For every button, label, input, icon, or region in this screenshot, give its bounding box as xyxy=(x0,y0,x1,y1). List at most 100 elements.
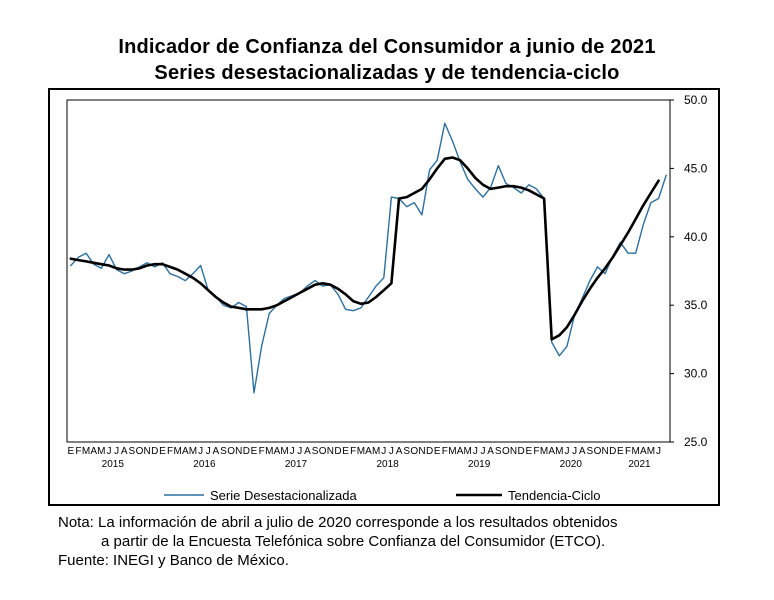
x-month-label: F xyxy=(442,446,448,457)
y-tick-label: 50.0 xyxy=(684,93,708,107)
source-line: Fuente: INEGI y Banco de México. xyxy=(58,552,289,569)
x-month-label: E xyxy=(525,446,532,457)
series-line-tendencia-ciclo xyxy=(69,156,660,341)
x-month-label: J xyxy=(656,446,661,457)
x-month-label: M xyxy=(189,446,197,457)
x-month-label: M xyxy=(631,446,639,457)
x-month-label: O xyxy=(319,446,327,457)
note-line-1: Nota: La información de abril a julio de… xyxy=(58,514,618,531)
x-month-label: O xyxy=(410,446,418,457)
x-year-label: 2021 xyxy=(628,459,651,470)
x-month-label: D xyxy=(334,446,341,457)
x-month-label: N xyxy=(235,446,242,457)
x-month-label: M xyxy=(174,446,182,457)
x-month-label: F xyxy=(167,446,173,457)
x-month-label: J xyxy=(290,446,295,457)
chart-title: Indicador de Confianza del Consumidor a … xyxy=(118,36,656,58)
note-line-2: a partir de la Encuesta Telefónica sobre… xyxy=(101,533,606,550)
x-month-label: N xyxy=(144,446,151,457)
x-year-label: 2016 xyxy=(193,459,216,470)
chart-subtitle: Series desestacionalizadas y de tendenci… xyxy=(154,62,620,84)
x-year-label: 2019 xyxy=(468,459,491,470)
x-month-label: A xyxy=(548,446,555,457)
x-month-label: M xyxy=(464,446,472,457)
x-month-label: M xyxy=(540,446,548,457)
x-month-label: E xyxy=(434,446,441,457)
x-month-label: J xyxy=(389,446,394,457)
x-month-label: S xyxy=(403,446,410,457)
x-month-label: D xyxy=(609,446,616,457)
x-month-label: S xyxy=(495,446,502,457)
x-month-label: M xyxy=(82,446,90,457)
y-tick-label: 25.0 xyxy=(684,435,708,449)
x-month-label: J xyxy=(473,446,478,457)
x-month-label: F xyxy=(533,446,539,457)
x-month-label: A xyxy=(487,446,494,457)
x-month-label: S xyxy=(587,446,594,457)
x-month-label: F xyxy=(350,446,356,457)
x-month-label: D xyxy=(243,446,250,457)
x-month-label: A xyxy=(579,446,586,457)
x-month-label: J xyxy=(106,446,111,457)
x-month-label: J xyxy=(297,446,302,457)
x-month-label: A xyxy=(396,446,403,457)
x-month-label: J xyxy=(564,446,569,457)
x-month-label: A xyxy=(121,446,128,457)
legend-item-tendencia-ciclo-label: Tendencia-Ciclo xyxy=(508,488,601,503)
x-month-label: F xyxy=(259,446,265,457)
y-tick-label: 35.0 xyxy=(684,298,708,312)
x-month-label: N xyxy=(327,446,334,457)
x-month-label: M xyxy=(357,446,365,457)
x-month-label: M xyxy=(97,446,105,457)
x-year-label: 2015 xyxy=(102,459,125,470)
x-month-label: N xyxy=(510,446,517,457)
x-month-label: O xyxy=(136,446,144,457)
x-month-label: O xyxy=(594,446,602,457)
legend: Serie Desestacionalizada Tendencia-Ciclo xyxy=(164,488,601,503)
x-month-label: E xyxy=(342,446,349,457)
x-month-label: S xyxy=(220,446,227,457)
x-month-label: F xyxy=(75,446,81,457)
x-month-label: D xyxy=(151,446,158,457)
y-tick-label: 40.0 xyxy=(684,230,708,244)
x-month-label: J xyxy=(480,446,485,457)
x-month-label: S xyxy=(129,446,136,457)
x-month-label: M xyxy=(555,446,563,457)
x-month-label: E xyxy=(617,446,624,457)
chart-frame xyxy=(48,88,720,506)
x-month-label: M xyxy=(280,446,288,457)
x-month-label: E xyxy=(251,446,258,457)
plot-area xyxy=(66,99,671,443)
series-line-desestacionalizada xyxy=(70,122,667,394)
x-month-label: A xyxy=(365,446,372,457)
x-month-label: J xyxy=(206,446,211,457)
x-month-label: N xyxy=(418,446,425,457)
x-month-label: S xyxy=(312,446,319,457)
series-layer xyxy=(69,122,667,394)
y-tick-label: 30.0 xyxy=(684,367,708,381)
x-month-label: O xyxy=(502,446,510,457)
x-month-label: J xyxy=(381,446,386,457)
x-month-label: M xyxy=(647,446,655,457)
x-month-label: D xyxy=(518,446,525,457)
x-month-label: A xyxy=(90,446,97,457)
x-month-label: E xyxy=(67,446,74,457)
x-month-label: N xyxy=(602,446,609,457)
legend-item-desestacionalizada-label: Serie Desestacionalizada xyxy=(210,488,357,503)
x-month-label: M xyxy=(372,446,380,457)
x-month-label: J xyxy=(198,446,203,457)
x-year-label: 2017 xyxy=(285,459,308,470)
x-year-label: 2020 xyxy=(560,459,583,470)
x-month-label: M xyxy=(448,446,456,457)
x-year-label: 2018 xyxy=(376,459,399,470)
y-tick-label: 45.0 xyxy=(684,161,708,175)
x-month-label: A xyxy=(457,446,464,457)
x-month-label: D xyxy=(426,446,433,457)
x-month-label: A xyxy=(182,446,189,457)
x-month-label: A xyxy=(304,446,311,457)
x-month-label: J xyxy=(572,446,577,457)
y-axis: 50.0 45.0 40.0 35.0 30.0 25.0 xyxy=(670,93,708,449)
x-month-label: F xyxy=(625,446,631,457)
